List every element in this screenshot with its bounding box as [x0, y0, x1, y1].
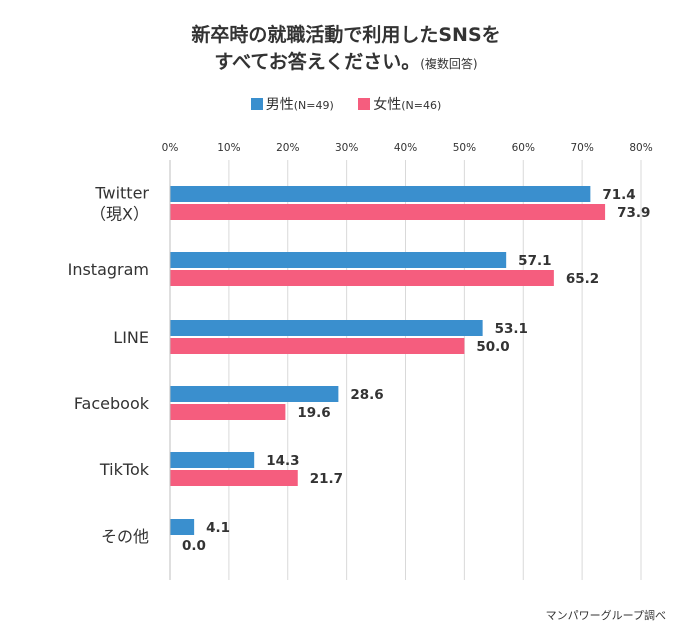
- data-label-male-0: 71.4: [602, 187, 635, 203]
- data-label-male-3: 28.6: [350, 387, 383, 403]
- chart-title-line-1: 新卒時の就職活動で利用したSNSを: [191, 24, 501, 46]
- bar-male-2: [170, 320, 483, 336]
- category-label-1-0: Instagram: [68, 260, 149, 279]
- x-tick-label-30: 30%: [335, 142, 358, 154]
- legend-count-female: (N=46): [401, 99, 442, 112]
- bar-female-1: [170, 270, 554, 286]
- data-label-male-1: 57.1: [518, 253, 551, 269]
- legend-swatch-male: [250, 98, 263, 110]
- category-label-0-0: Twitter: [94, 184, 149, 203]
- legend: 男性(N=49) 女性(N=46): [0, 94, 692, 114]
- legend-label-male: 男性: [265, 97, 294, 113]
- bar-female-4: [170, 470, 298, 486]
- chart-title-text: すべてお答えください。: [214, 51, 421, 73]
- chart-title-note: (複数回答): [420, 57, 478, 71]
- category-label-5-0: その他: [101, 527, 149, 546]
- bar-male-4: [170, 452, 255, 468]
- x-tick-label-60: 60%: [512, 142, 535, 154]
- x-tick-label-80: 80%: [629, 142, 652, 154]
- bar-female-0: [170, 204, 606, 220]
- data-label-male-5: 4.1: [206, 520, 230, 536]
- bar-female-2: [170, 338, 465, 354]
- bar-male-0: [170, 186, 591, 202]
- bar-male-3: [170, 386, 339, 402]
- x-tick-label-20: 20%: [276, 142, 299, 154]
- x-tick-label-10: 10%: [217, 142, 240, 154]
- bar-male-5: [170, 519, 195, 535]
- legend-item-male: 男性(N=49): [250, 94, 334, 114]
- category-label-3-0: Facebook: [74, 394, 150, 413]
- category-label-4-0: TikTok: [99, 460, 150, 479]
- bar-female-3: [170, 404, 286, 420]
- source-note: マンパワーグループ調べ: [545, 609, 666, 622]
- category-label-0-1: （現X）: [90, 205, 149, 224]
- data-label-female-3: 19.6: [297, 405, 330, 421]
- legend-item-female: 女性(N=46): [358, 94, 441, 114]
- legend-swatch-female: [358, 98, 371, 110]
- x-tick-label-50: 50%: [453, 142, 476, 154]
- data-label-male-4: 14.3: [266, 453, 299, 469]
- legend-count-male: (N=49): [293, 99, 334, 112]
- bar-male-1: [170, 252, 507, 268]
- data-label-female-4: 21.7: [310, 471, 343, 487]
- data-label-female-2: 50.0: [476, 339, 509, 355]
- chart-title-line-2: すべてお答えください。(複数回答): [0, 47, 692, 74]
- x-tick-label-0: 0%: [162, 142, 179, 154]
- data-label-female-0: 73.9: [617, 205, 650, 221]
- x-tick-label-40: 40%: [394, 142, 417, 154]
- x-tick-label-70: 70%: [570, 142, 593, 154]
- data-label-female-1: 65.2: [566, 271, 599, 287]
- legend-label-female: 女性: [373, 97, 402, 113]
- data-label-male-2: 53.1: [495, 321, 528, 337]
- category-label-2-0: LINE: [113, 328, 149, 347]
- data-label-female-5: 0.0: [182, 538, 206, 554]
